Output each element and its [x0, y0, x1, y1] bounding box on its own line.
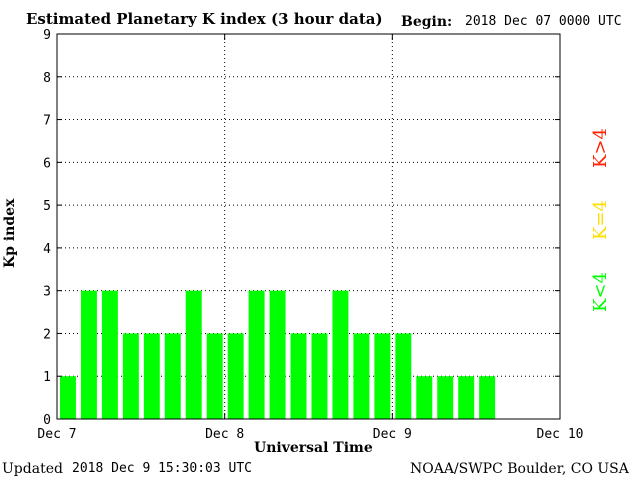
bar: [374, 333, 391, 419]
bar: [164, 333, 181, 419]
bar: [269, 290, 286, 419]
bar: [185, 290, 202, 419]
legend-k-above-4: K>4: [590, 128, 611, 168]
y-tick-labels: 0 1 2 3 4 5 6 7 8 9: [43, 28, 51, 428]
bar: [353, 333, 370, 419]
bar-series: [60, 290, 496, 419]
begin-value: 2018 Dec 07 0000 UTC: [465, 14, 622, 29]
bar: [101, 290, 118, 419]
y-tick-label: 0: [43, 413, 51, 428]
bar: [80, 290, 97, 419]
bar: [395, 333, 412, 419]
bar: [311, 333, 328, 419]
bar: [206, 333, 223, 419]
x-tick-labels: Dec 7 Dec 8 Dec 9 Dec 10: [37, 427, 583, 442]
bar: [248, 290, 265, 419]
bar: [332, 290, 349, 419]
x-tick-label: Dec 9: [373, 427, 412, 442]
updated-label: Updated: [2, 461, 63, 477]
x-tick-label: Dec 7: [37, 427, 76, 442]
y-tick-label: 2: [43, 327, 51, 342]
legend-k-equal-4: K=4: [590, 200, 611, 240]
bar: [437, 376, 454, 419]
y-tick-label: 9: [43, 28, 51, 43]
x-tick-label: Dec 10: [537, 427, 584, 442]
bar: [143, 333, 160, 419]
legend-k-below-4: K<4: [590, 272, 611, 312]
y-axis-label: Kp index: [2, 198, 18, 268]
bar: [479, 376, 496, 419]
grid-lines: [57, 34, 560, 419]
y-tick-label: 5: [43, 199, 51, 214]
updated-timestamp: 2018 Dec 9 15:30:03 UTC: [72, 461, 253, 476]
bar: [458, 376, 475, 419]
y-tick-label: 8: [43, 71, 51, 86]
y-tick-label: 6: [43, 156, 51, 171]
plot-frame: [56, 33, 561, 420]
x-axis-label: Universal Time: [254, 440, 373, 456]
y-tick-label: 1: [43, 370, 51, 385]
chart-title: Estimated Planetary K index (3 hour data…: [26, 10, 383, 28]
begin-label: Begin:: [401, 14, 453, 30]
bar: [290, 333, 307, 419]
x-tick-label: Dec 8: [205, 427, 244, 442]
bar: [227, 333, 244, 419]
y-tick-label: 7: [43, 114, 51, 129]
y-tick-label: 4: [43, 242, 51, 257]
axes: [56, 33, 561, 420]
bar: [416, 376, 433, 419]
bar: [122, 333, 139, 419]
y-tick-label: 3: [43, 285, 51, 300]
bar: [60, 376, 76, 419]
source-credit: NOAA/SWPC Boulder, CO USA: [410, 461, 629, 477]
